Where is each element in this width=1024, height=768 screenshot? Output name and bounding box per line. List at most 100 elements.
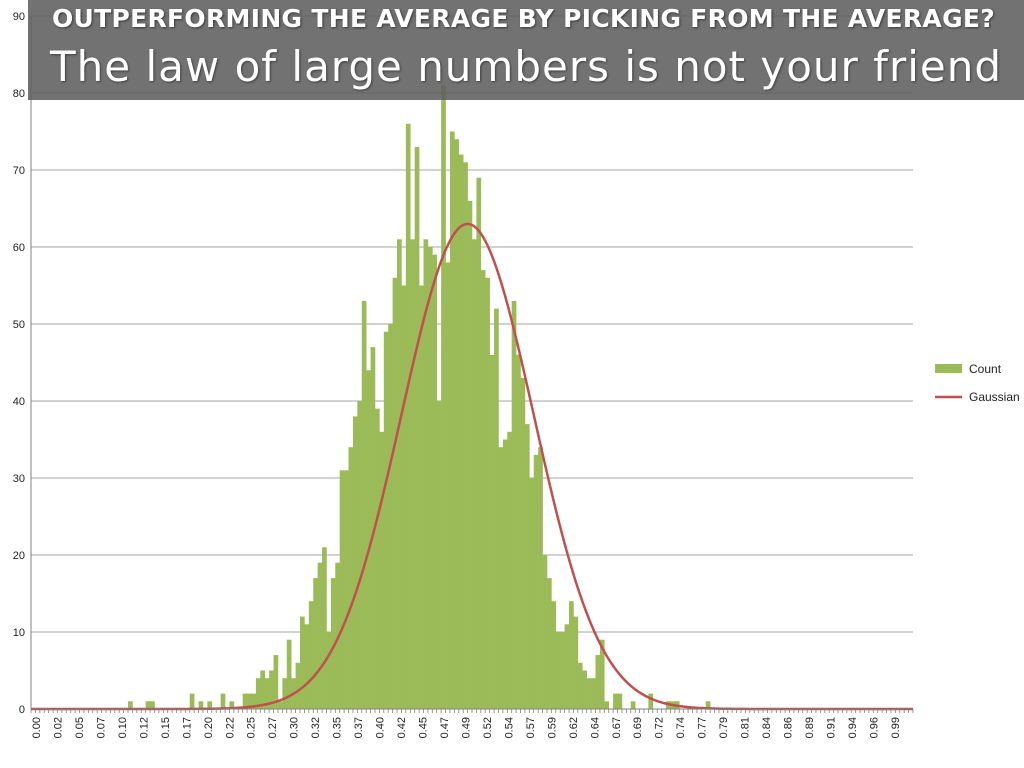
count-bar xyxy=(436,401,442,709)
count-bar xyxy=(454,139,460,709)
count-bar xyxy=(630,701,636,709)
count-bar xyxy=(458,154,464,710)
count-bar xyxy=(374,408,380,709)
count-bar xyxy=(330,578,336,709)
count-bar xyxy=(326,632,332,709)
count-bar xyxy=(604,701,610,709)
x-tick-label: 0.96 xyxy=(868,717,880,738)
count-bar xyxy=(383,331,389,709)
count-bar xyxy=(317,562,323,709)
x-tick-label: 0.81 xyxy=(740,717,752,738)
count-bar xyxy=(207,701,213,709)
count-bar xyxy=(538,447,543,709)
legend: Count Gaussian xyxy=(935,362,1020,404)
count-bar xyxy=(397,239,402,710)
count-bar xyxy=(339,470,345,709)
count-bar xyxy=(379,431,385,709)
y-tick-label: 70 xyxy=(13,165,25,177)
x-tick-label: 0.67 xyxy=(611,717,623,738)
y-tick-label: 0 xyxy=(19,704,25,716)
title-band xyxy=(28,0,1024,100)
count-bar xyxy=(128,701,133,709)
count-bar xyxy=(357,401,363,709)
legend-gaussian-label: Gaussian xyxy=(969,390,1020,404)
x-tick-label: 0.17 xyxy=(181,717,193,738)
x-tick-label: 0.49 xyxy=(460,717,472,738)
y-tick-label: 80 xyxy=(13,88,25,100)
count-bar xyxy=(591,678,596,709)
count-bar xyxy=(648,693,654,709)
count-bar xyxy=(705,701,711,709)
y-tick-label: 30 xyxy=(13,473,25,485)
count-bar xyxy=(533,454,539,709)
x-tick-label: 0.47 xyxy=(439,717,451,738)
count-bar xyxy=(264,678,270,709)
count-bar xyxy=(564,624,570,709)
count-bar xyxy=(586,678,592,709)
count-bar xyxy=(555,632,561,709)
x-tick-label: 0.79 xyxy=(718,717,730,738)
count-bar xyxy=(463,162,468,710)
count-bar xyxy=(282,678,288,709)
count-bar xyxy=(577,662,583,709)
slide-heading: OUTPERFORMING THE AVERAGE BY PICKING FRO… xyxy=(52,4,996,33)
count-bar xyxy=(269,670,274,709)
x-tick-label: 0.91 xyxy=(826,717,838,738)
count-bar xyxy=(414,146,420,709)
y-tick-labels: 0 10 20 30 40 50 60 70 80 90 xyxy=(13,11,25,716)
x-tick-label: 0.10 xyxy=(117,717,129,738)
x-tick-label: 0.32 xyxy=(310,717,322,738)
x-tick-label: 0.74 xyxy=(675,717,687,738)
count-bar xyxy=(472,239,477,710)
y-tick-label: 50 xyxy=(13,319,25,331)
x-tick-label: 0.27 xyxy=(267,717,279,738)
count-bar xyxy=(494,308,499,709)
x-tick-label: 0.35 xyxy=(332,717,344,738)
x-tick-label: 0.69 xyxy=(632,717,644,738)
count-bar xyxy=(348,447,354,709)
y-tick-label: 40 xyxy=(13,396,25,408)
count-bar xyxy=(247,693,252,709)
x-tick-label: 0.40 xyxy=(375,717,387,738)
count-bar xyxy=(322,547,327,709)
legend-count-label: Count xyxy=(969,362,1002,376)
count-bar xyxy=(427,247,433,709)
count-bar xyxy=(569,601,574,709)
axes xyxy=(30,16,914,713)
y-tick-label: 20 xyxy=(13,550,25,562)
count-bar xyxy=(229,701,235,709)
count-bar xyxy=(366,370,371,709)
count-bar xyxy=(489,354,495,709)
count-bar xyxy=(432,254,438,709)
x-tick-label: 0.89 xyxy=(804,717,816,738)
count-bar xyxy=(145,701,151,709)
count-bar xyxy=(524,424,530,709)
slide-subtitle: The law of large numbers is not your fri… xyxy=(50,42,1003,91)
x-tick-label: 0.25 xyxy=(246,717,258,738)
count-bar xyxy=(476,177,482,709)
count-bar xyxy=(595,655,601,709)
x-tick-label: 0.15 xyxy=(160,717,172,738)
count-bar xyxy=(516,354,521,709)
count-bar xyxy=(344,470,349,709)
count-bar xyxy=(441,85,446,710)
x-tick-label: 0.02 xyxy=(52,717,64,738)
count-bar xyxy=(388,324,393,709)
x-tick-label: 0.30 xyxy=(289,717,301,738)
count-bar xyxy=(449,131,455,709)
count-bar xyxy=(242,693,248,709)
count-bar xyxy=(189,693,195,709)
count-bar xyxy=(445,262,451,709)
count-bar xyxy=(370,347,376,709)
x-tick-label: 0.22 xyxy=(224,717,236,738)
x-tick-label: 0.20 xyxy=(203,717,215,738)
x-tick-label: 0.77 xyxy=(697,717,709,738)
count-bar xyxy=(313,578,318,709)
x-tick-label: 0.59 xyxy=(546,717,558,738)
count-bar xyxy=(304,624,310,709)
count-bar xyxy=(480,270,486,709)
y-tick-label: 60 xyxy=(13,242,25,254)
x-tick-label: 0.94 xyxy=(847,717,859,738)
count-bar xyxy=(467,200,473,710)
